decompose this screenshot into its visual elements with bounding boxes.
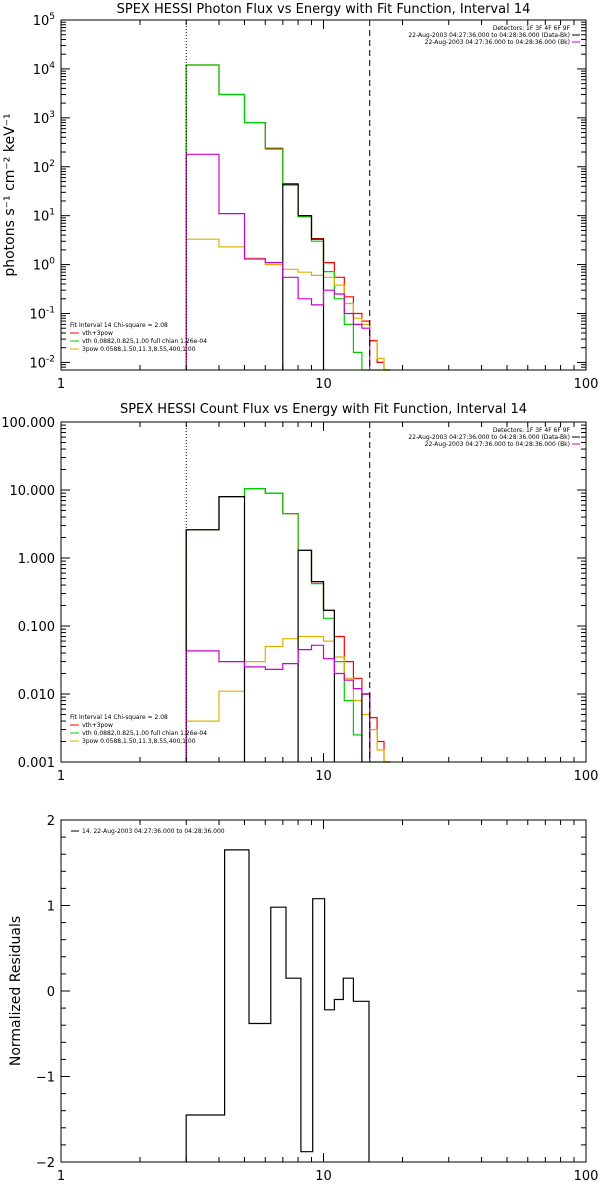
y-tick-label: 100.000: [1, 416, 55, 431]
series-line: [185, 496, 371, 762]
y-tick-label: 10.000: [10, 484, 56, 499]
x-tick-label: 100: [574, 769, 599, 784]
chart-title: SPEX HESSI Photon Flux vs Energy with Fi…: [117, 2, 531, 17]
y-tick-base: 10: [33, 112, 50, 127]
fit-header: Fit Interval 14 Chi-square = 2.08: [70, 714, 168, 721]
y-tick-label: 0.010: [18, 688, 55, 703]
chart-title: SPEX HESSI Count Flux vs Energy with Fit…: [120, 402, 527, 417]
y-tick-label: 0.001: [18, 756, 55, 771]
y-tick-label: 1.000: [18, 552, 55, 567]
y-tick-label: −2: [36, 1156, 55, 1171]
series-line: [282, 183, 325, 370]
y-tick-label: 10-2: [29, 354, 55, 371]
y-axis-label: Normalized Residuals: [8, 916, 24, 1066]
fit-header: Fit Interval 14 Chi-square = 2.08: [70, 322, 168, 329]
y-tick-label: 0.100: [18, 620, 55, 635]
y-tick-exponent: 1: [49, 208, 55, 218]
series-line: [185, 64, 391, 371]
info-line: 22-Aug-2003 04:27:36.000 to 04:28:36.000…: [425, 39, 570, 46]
panel-1: SPEX HESSI Photon Flux vs Energy with Fi…: [2, 2, 598, 392]
info-line: Detectors: 1F 3F 4F 6F 9F: [493, 427, 571, 434]
y-tick-label: 104: [33, 61, 56, 78]
y-tick-base: 10: [29, 308, 46, 323]
info-line: Detectors: 1F 3F 4F 6F 9F: [493, 25, 571, 32]
y-tick-exponent: 2: [49, 159, 55, 169]
y-tick-label: 100: [33, 257, 56, 274]
y-tick-base: 10: [33, 259, 50, 274]
y-tick-label: 103: [33, 110, 55, 127]
x-tick-label: 10: [315, 769, 332, 784]
legend-entry: vth 0.0882,0.825,1.00 full chian 1.26e-0…: [82, 730, 207, 737]
y-tick-base: 10: [33, 63, 50, 78]
legend-entry: vth+3pow: [82, 330, 113, 337]
y-axis-label: photons s⁻¹ cm⁻² keV⁻¹: [2, 113, 18, 276]
info-line: 22-Aug-2003 04:27:36.000 to 04:28:36.000…: [425, 441, 570, 448]
info-line: 22-Aug-2003 04:27:36.000 to 04:28:36.000…: [408, 434, 570, 441]
series-line: [185, 153, 371, 370]
panel-3: Normalized Residuals 1 10 100 −2 −1 0 1 2 14. 22-…: [8, 814, 598, 1184]
x-tick-label: 10: [315, 377, 332, 392]
panel-2: SPEX HESSI Count Flux vs Energy with Fit…: [1, 402, 598, 784]
y-tick-exponent: 4: [49, 61, 55, 71]
x-tick-label: 10: [315, 1169, 332, 1184]
x-tick-label: 100: [574, 1169, 599, 1184]
plot-frame: [60, 819, 587, 1163]
y-tick-exponent: -2: [46, 354, 55, 364]
legend-entry: vth+3pow: [82, 722, 113, 729]
y-tick-exponent: 3: [49, 110, 55, 120]
y-tick-label: 101: [33, 208, 55, 225]
y-tick-label: 10-1: [29, 306, 55, 323]
info-line: 22-Aug-2003 04:27:36.000 to 04:28:36.000…: [408, 32, 570, 39]
series-line: [185, 644, 371, 762]
y-tick-exponent: 0: [49, 257, 55, 267]
y-tick-label: 0: [47, 985, 55, 1000]
residuals-line: [185, 849, 370, 1162]
legend-entry: 3pow 0.0588,1.50,11.3,8.55,400,1.00: [82, 346, 196, 353]
x-tick-label: 1: [57, 1169, 65, 1184]
legend-entry: vth 0.0882,0.825,1.00 full chian 1.26e-0…: [82, 338, 207, 345]
series-line: [185, 238, 391, 371]
series-line: [185, 635, 391, 763]
y-tick-base: 10: [29, 356, 46, 371]
y-tick-exponent: 5: [49, 12, 55, 22]
y-tick-label: 102: [33, 159, 55, 176]
y-tick-label: 1: [47, 900, 55, 915]
y-tick-label: −1: [36, 1071, 55, 1086]
x-tick-label: 100: [574, 377, 599, 392]
legend-entry: 14. 22-Aug-2003 04:27:36.000 to 04:28:36…: [82, 828, 225, 835]
x-tick-label: 1: [57, 769, 65, 784]
y-tick-base: 10: [33, 14, 50, 29]
y-tick-exponent: -1: [46, 306, 55, 316]
legend-entry: 3pow 0.0588,1.50,11.3,8.55,400,1.00: [82, 738, 196, 745]
y-tick-base: 10: [33, 210, 50, 225]
x-tick-label: 1: [57, 377, 65, 392]
y-tick-label: 2: [47, 814, 55, 829]
y-tick-base: 10: [33, 161, 50, 176]
y-tick-label: 105: [33, 12, 55, 29]
